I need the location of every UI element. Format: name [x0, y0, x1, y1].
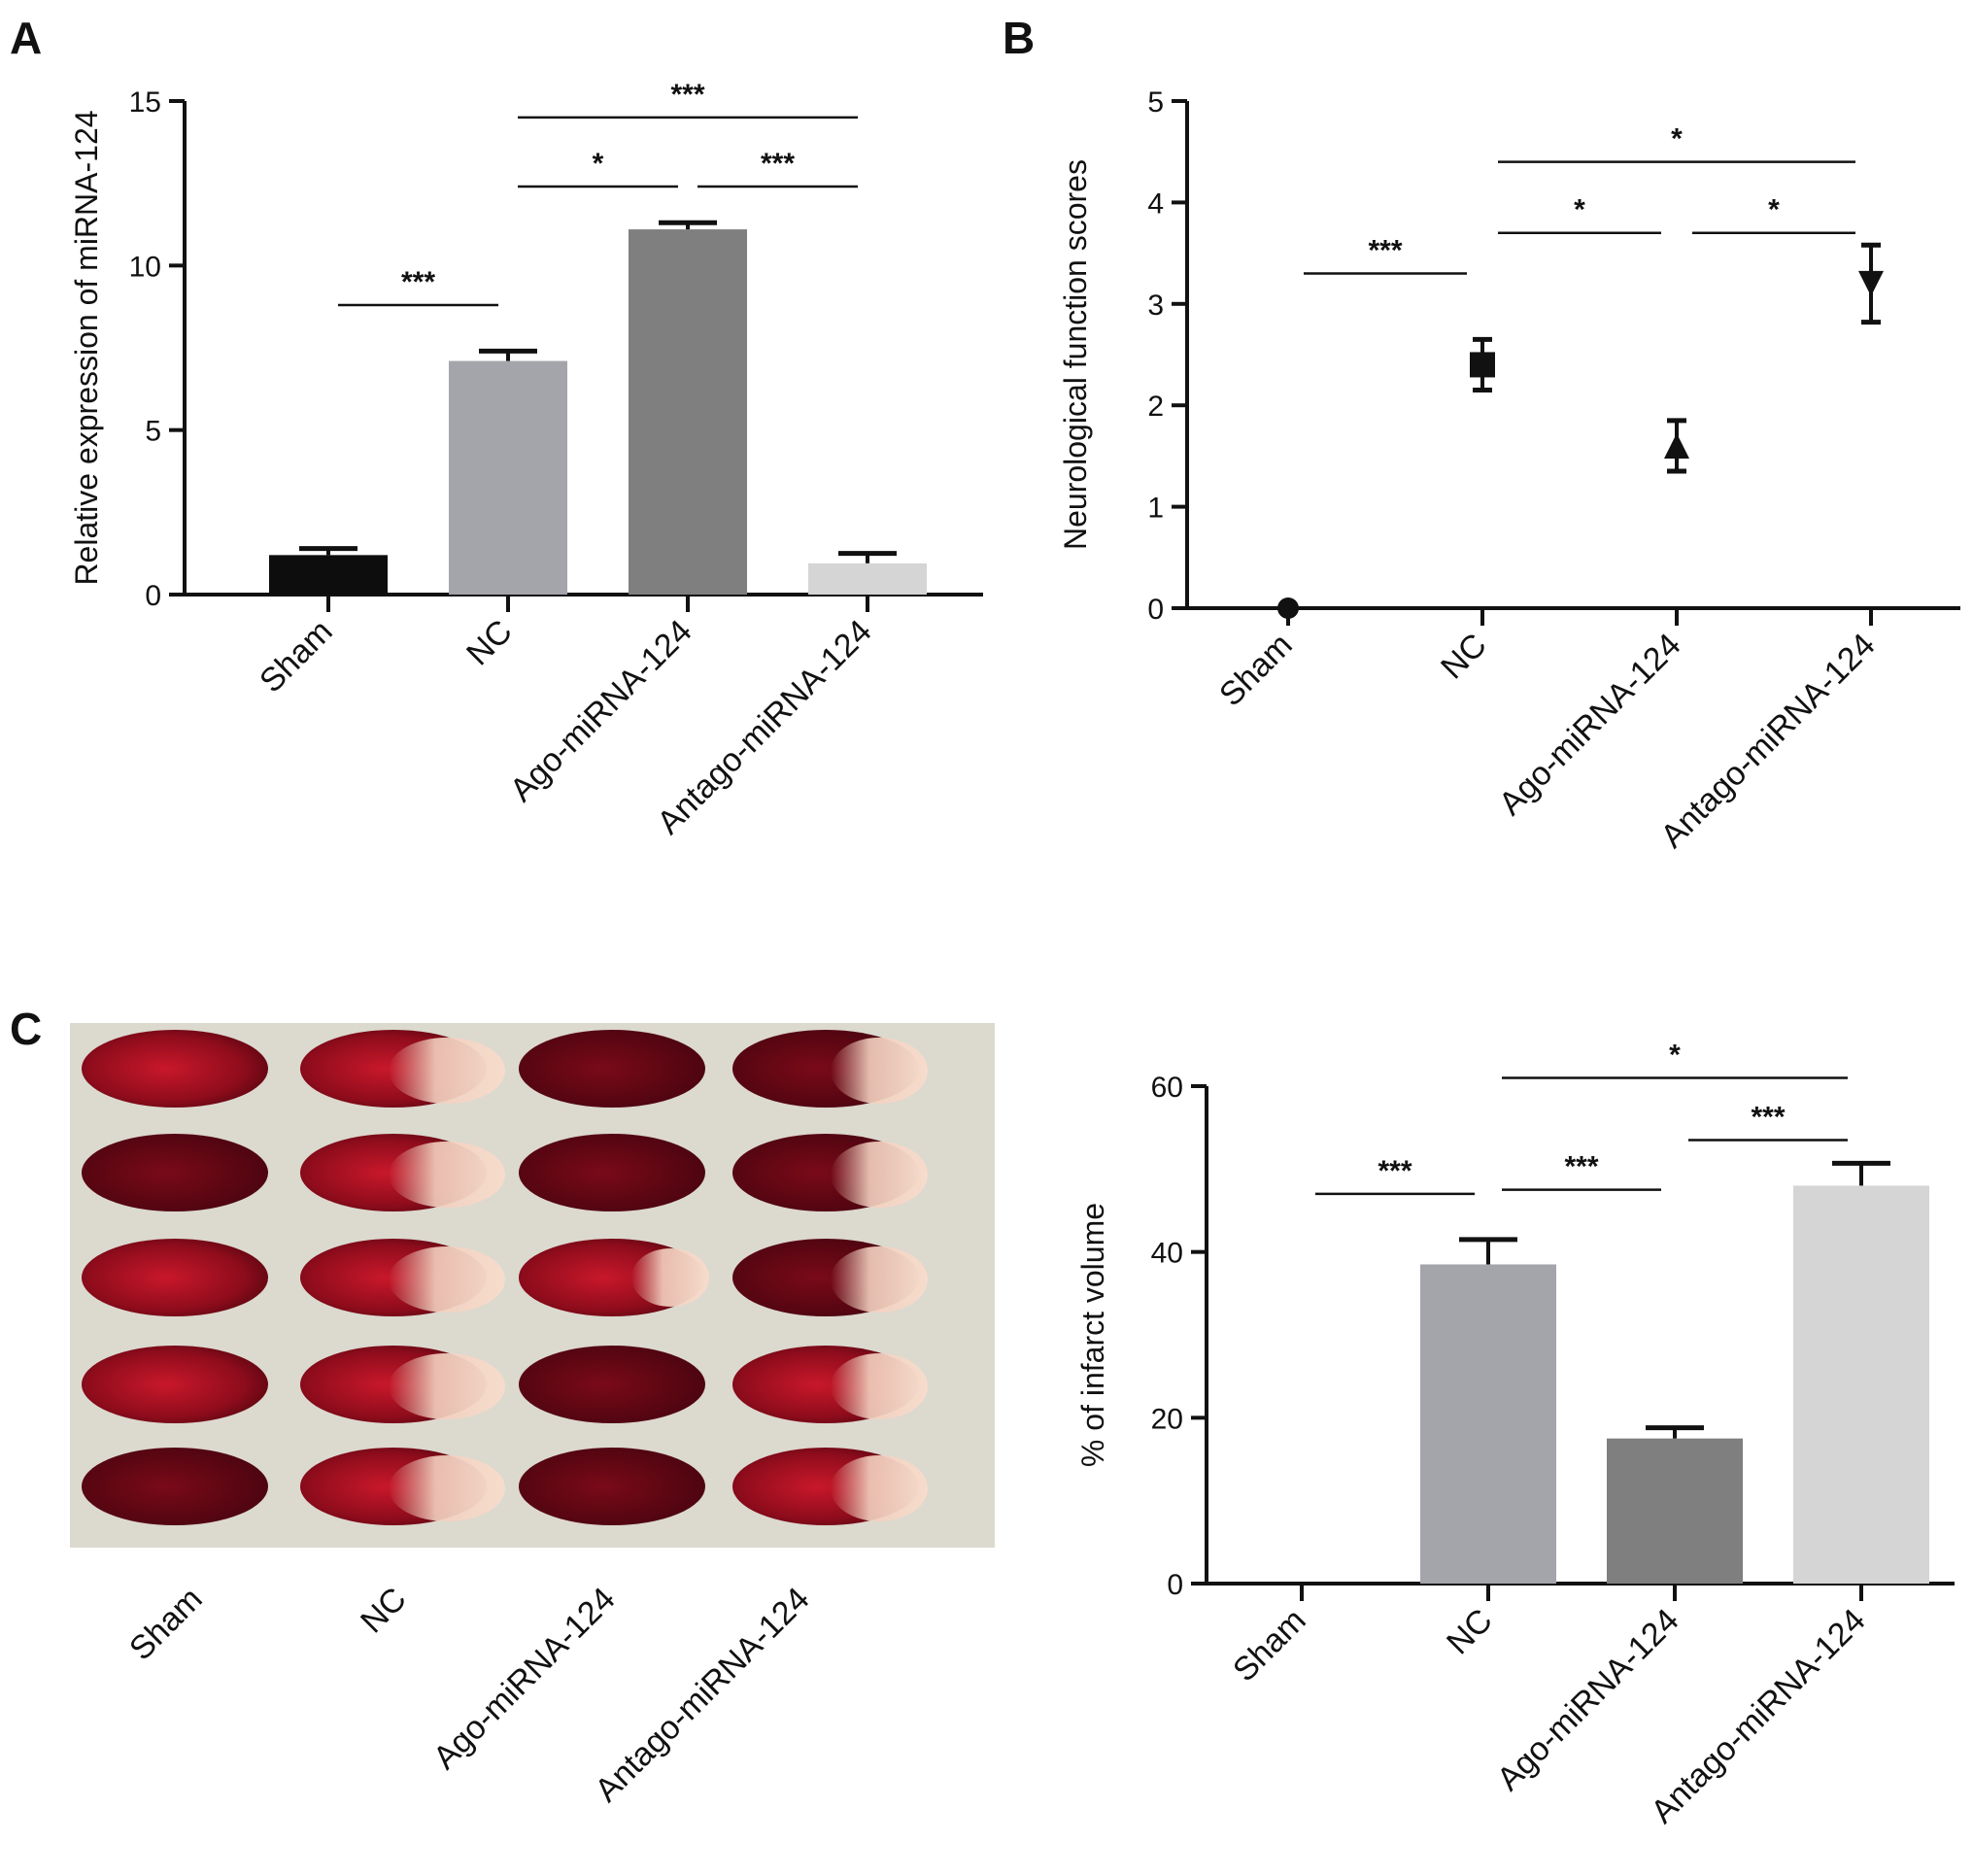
photo-label-nc: NC: [354, 1581, 414, 1641]
significance-label: *: [1669, 1039, 1681, 1071]
y-tick-label: 5: [145, 416, 161, 448]
infarct-area: [831, 1038, 928, 1104]
y-tick-label: 0: [145, 580, 161, 612]
point-antago-mirna-124: [1858, 270, 1884, 296]
bar-sham: [269, 555, 388, 595]
panel-letter-b: B: [1003, 13, 1035, 63]
brain-slice-photo: [70, 1023, 995, 1548]
y-axis-title: Neurological function scores: [1058, 159, 1093, 550]
brain-slice: [82, 1134, 268, 1211]
y-tick-label: 1: [1147, 493, 1164, 525]
y-tick-label: 4: [1147, 188, 1164, 220]
infarct-area: [389, 1353, 505, 1419]
brain-slice: [519, 1134, 705, 1211]
x-tick-label-nc: NC: [459, 613, 520, 673]
y-axis-title: % of infarct volume: [1075, 1203, 1110, 1467]
x-tick-label-antago-mirna-124: Antago-miRNA-124: [1644, 1602, 1872, 1830]
y-tick-label: 20: [1151, 1403, 1183, 1435]
brain-slice: [519, 1346, 705, 1423]
chart-b-neurological-scores: 0 1 2 3 4 5 Neurological function scores Sham NC…: [1058, 86, 1960, 855]
significance-label: ***: [670, 79, 704, 111]
x-tick-label-sham: Sham: [253, 613, 340, 700]
x-tick-label-nc: NC: [1440, 1602, 1500, 1662]
y-tick-label: 0: [1167, 1569, 1183, 1601]
photo-label-ago-mirna-124: Ago-miRNA-124: [426, 1581, 623, 1777]
x-tick-label-nc: NC: [1434, 627, 1494, 687]
significance-label: *: [593, 148, 604, 180]
x-tick-label-ago-mirna-124: Ago-miRNA-124: [1492, 627, 1688, 823]
bar-nc: [449, 360, 567, 595]
y-tick-label: 0: [1147, 594, 1164, 626]
chart-c-infarct-volume: 0 20 40 60 % of infarct volume Sham NCAgo-miRN…: [1075, 1039, 1955, 1830]
infarct-area: [389, 1246, 505, 1313]
significance-label: ***: [1368, 234, 1402, 266]
point-sham: [1277, 597, 1299, 619]
x-tick-label-antago-mirna-124: Antago-miRNA-124: [1653, 627, 1882, 855]
significance-label: *: [1671, 123, 1683, 155]
brain-slice: [82, 1346, 268, 1423]
y-tick-label: 10: [129, 251, 161, 283]
point-ago-mirna-124: [1664, 432, 1689, 459]
y-tick-label: 2: [1147, 391, 1164, 423]
bar-ago-mirna-124: [629, 229, 747, 595]
significance-label: ***: [1378, 1155, 1412, 1187]
brain-slice: [82, 1239, 268, 1316]
photo-label-antago-mirna-124: Antago-miRNA-124: [588, 1581, 816, 1809]
infarct-area: [831, 1142, 928, 1208]
photo-label-sham: Sham: [122, 1581, 210, 1668]
bar-antago-mirna-124: [808, 563, 927, 595]
bar-antago-mirna-124: [1793, 1185, 1929, 1584]
brain-slice: [519, 1448, 705, 1525]
brain-slice: [82, 1030, 268, 1108]
infarct-area: [631, 1248, 709, 1307]
y-tick-label: 15: [129, 86, 161, 119]
infarct-area: [831, 1455, 928, 1521]
x-tick-label-ago-mirna-124: Ago-miRNA-124: [503, 613, 699, 809]
y-axis-title: Relative expression of miRNA-124: [69, 110, 104, 585]
y-tick-label: 5: [1147, 86, 1164, 119]
y-tick-label: 3: [1147, 290, 1164, 322]
infarct-area: [389, 1038, 505, 1104]
infarct-area: [831, 1353, 928, 1419]
significance-label: ***: [1751, 1101, 1785, 1133]
chart-a-relative-expression: 0 5 10 15 Relative expression of miRNA-124 Sh…: [69, 79, 983, 841]
panel-letter-c: C: [10, 1004, 42, 1054]
panel-letter-a: A: [10, 13, 42, 63]
infarct-area: [389, 1455, 505, 1521]
bar-nc: [1420, 1264, 1556, 1584]
infarct-area: [831, 1246, 928, 1313]
x-tick-label-ago-mirna-124: Ago-miRNA-124: [1490, 1602, 1686, 1798]
significance-label: ***: [401, 266, 435, 298]
significance-label: *: [1574, 194, 1585, 226]
x-tick-label-sham: Sham: [1226, 1602, 1313, 1689]
infarct-area: [389, 1142, 505, 1208]
brain-slice: [82, 1448, 268, 1525]
brain-slice: [519, 1030, 705, 1108]
x-tick-label-sham: Sham: [1212, 627, 1300, 714]
point-nc: [1470, 352, 1495, 378]
y-tick-label: 60: [1151, 1072, 1183, 1104]
significance-label: ***: [761, 148, 795, 180]
y-tick-label: 40: [1151, 1238, 1183, 1270]
significance-label: *: [1768, 194, 1780, 226]
significance-label: ***: [1564, 1151, 1598, 1183]
bar-ago-mirna-124: [1607, 1438, 1743, 1584]
